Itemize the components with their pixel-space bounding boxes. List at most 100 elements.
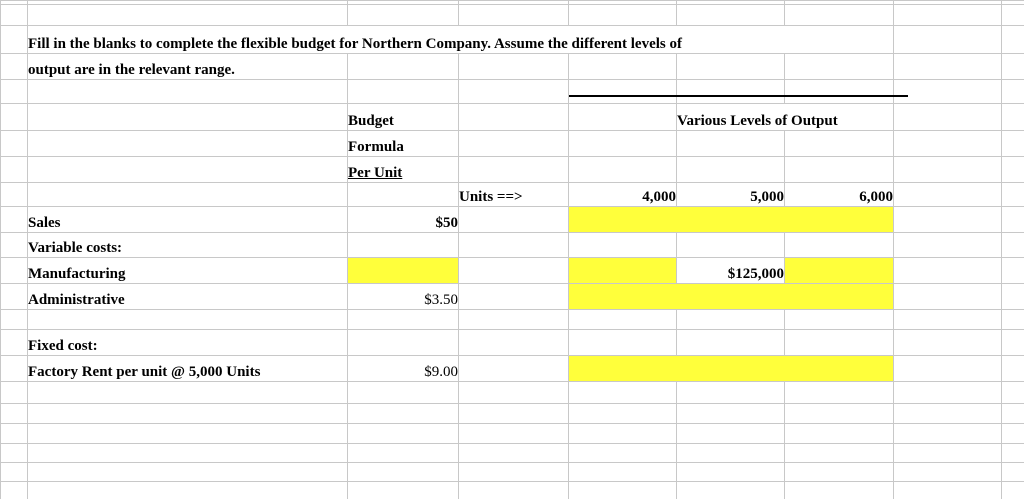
cell bbox=[27, 381, 348, 404]
cell bbox=[0, 462, 28, 482]
cell bbox=[784, 156, 894, 183]
cell bbox=[347, 309, 459, 330]
cell bbox=[676, 232, 785, 258]
cell bbox=[568, 309, 677, 330]
cell bbox=[676, 4, 785, 26]
cell bbox=[784, 423, 894, 444]
per-unit-underlined-text: Per Unit bbox=[348, 164, 403, 181]
cell bbox=[458, 329, 569, 356]
cell bbox=[0, 329, 28, 356]
cell bbox=[0, 481, 28, 499]
cell bbox=[0, 103, 28, 131]
cell bbox=[0, 232, 28, 258]
cell bbox=[893, 309, 1002, 330]
cell bbox=[27, 130, 348, 157]
cell bbox=[458, 4, 569, 26]
cell bbox=[1001, 53, 1024, 80]
cell bbox=[0, 381, 28, 404]
cell bbox=[893, 257, 1002, 284]
cell bbox=[347, 403, 459, 424]
cell bbox=[1001, 4, 1024, 26]
cell bbox=[1001, 103, 1024, 131]
manufacturing-6000-blank-input[interactable] bbox=[784, 257, 894, 284]
cell bbox=[347, 53, 459, 80]
budget-formula-header-line3: Per Unit bbox=[347, 156, 459, 183]
cell bbox=[676, 329, 785, 356]
cell bbox=[784, 403, 894, 424]
cell bbox=[568, 381, 677, 404]
cell bbox=[568, 443, 677, 463]
cell bbox=[893, 130, 1002, 157]
cell bbox=[458, 355, 569, 382]
cell bbox=[458, 130, 569, 157]
output-level-5000: 5,000 bbox=[676, 182, 785, 207]
cell bbox=[458, 443, 569, 463]
cell bbox=[27, 103, 348, 131]
budget-formula-header-line1: Budget bbox=[347, 103, 459, 131]
cell bbox=[0, 182, 28, 207]
cell bbox=[347, 232, 459, 258]
cell bbox=[784, 381, 894, 404]
cell bbox=[893, 206, 1002, 233]
cell bbox=[27, 403, 348, 424]
budget-formula-header-line2: Formula bbox=[347, 130, 459, 157]
cell bbox=[784, 232, 894, 258]
manufacturing-per-unit-blank-input[interactable] bbox=[347, 257, 459, 284]
cell bbox=[676, 423, 785, 444]
cell bbox=[0, 257, 28, 284]
cell bbox=[893, 79, 1002, 104]
cell bbox=[0, 156, 28, 183]
cell bbox=[784, 309, 894, 330]
manufacturing-4000-blank-input[interactable] bbox=[568, 257, 677, 284]
cell bbox=[27, 443, 348, 463]
cell bbox=[1001, 309, 1024, 330]
cell bbox=[676, 156, 785, 183]
cell bbox=[0, 423, 28, 444]
cell bbox=[893, 53, 1002, 80]
cell bbox=[893, 481, 1002, 499]
cell bbox=[1001, 156, 1024, 183]
cell bbox=[1001, 423, 1024, 444]
cell bbox=[568, 53, 677, 80]
cell bbox=[568, 423, 677, 444]
cell bbox=[1001, 25, 1024, 54]
cell bbox=[1001, 355, 1024, 382]
cell bbox=[458, 156, 569, 183]
cell bbox=[1001, 79, 1024, 104]
cell bbox=[893, 25, 1002, 54]
output-level-4000: 4,000 bbox=[568, 182, 677, 207]
cell bbox=[676, 381, 785, 404]
cell bbox=[0, 403, 28, 424]
cell bbox=[458, 309, 569, 330]
cell bbox=[784, 79, 894, 104]
cell bbox=[458, 232, 569, 258]
cell bbox=[893, 462, 1002, 482]
factory-rent-per-unit-value: $9.00 bbox=[347, 355, 459, 382]
cell bbox=[784, 329, 894, 356]
cell bbox=[784, 4, 894, 26]
administrative-output-blank-input[interactable] bbox=[568, 283, 894, 310]
cell bbox=[0, 355, 28, 382]
cell bbox=[0, 4, 28, 26]
sales-output-blank-input[interactable] bbox=[568, 206, 894, 233]
cell bbox=[27, 156, 348, 183]
factory-rent-output-blank-input[interactable] bbox=[568, 355, 894, 382]
cell bbox=[1001, 403, 1024, 424]
cell bbox=[568, 130, 677, 157]
cell bbox=[27, 481, 348, 499]
cell bbox=[0, 25, 28, 54]
cell bbox=[347, 182, 459, 207]
cell bbox=[893, 355, 1002, 382]
cell bbox=[27, 182, 348, 207]
cell bbox=[784, 443, 894, 463]
factory-rent-row-label: Factory Rent per unit @ 5,000 Units bbox=[27, 355, 348, 382]
cell bbox=[568, 329, 677, 356]
cell bbox=[568, 462, 677, 482]
cell bbox=[893, 4, 1002, 26]
administrative-row-label: Administrative bbox=[27, 283, 348, 310]
cell bbox=[347, 79, 459, 104]
cell bbox=[784, 130, 894, 157]
administrative-per-unit-value: $3.50 bbox=[347, 283, 459, 310]
cell bbox=[458, 257, 569, 284]
